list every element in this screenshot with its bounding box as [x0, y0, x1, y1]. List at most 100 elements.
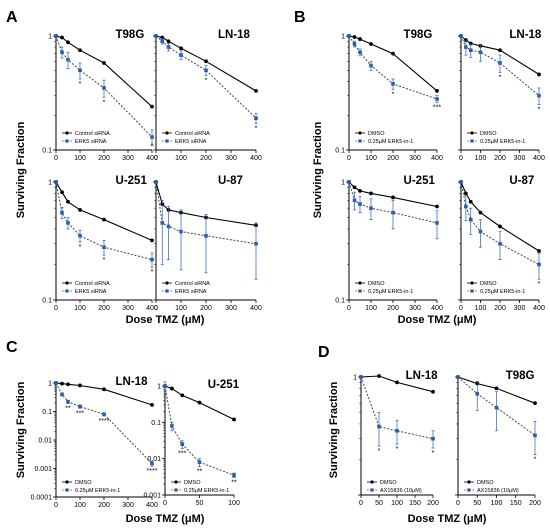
legend-marker [65, 139, 69, 143]
plot-c-u-251: 0 50 10010.10.010.001U-251*******DMSO0.25μ… [143, 379, 239, 507]
significance-label: ** [197, 469, 203, 476]
treatment-point [54, 34, 58, 38]
y-axis-title-b: Surviving Fraction [312, 121, 324, 218]
plot-title: U-251 [116, 175, 148, 187]
treatment-point [204, 233, 208, 238]
treatment-point [170, 424, 174, 428]
control-point [66, 199, 70, 204]
control-point [533, 401, 537, 406]
significance-label: * [499, 74, 502, 81]
control-line [457, 376, 536, 404]
treatment-point [369, 63, 373, 68]
significance-label: * [255, 126, 258, 133]
legend-marker [65, 131, 69, 135]
treatment-point [369, 206, 373, 210]
legend-marker [165, 139, 169, 143]
x-tick-label: 100 [175, 155, 187, 162]
control-point [395, 380, 399, 385]
legend-marker [358, 281, 362, 285]
legend-marker [370, 480, 374, 484]
plot-b-ln-18: 0 100 200 300 400 LN-18 * * DMSO 0.25μM ERK5-in-1 [458, 29, 545, 162]
treatment-point [475, 392, 480, 396]
plot-title: T98G [404, 29, 433, 41]
x-tick-label: 100 [74, 502, 86, 509]
x-tick-label: 400 [431, 305, 443, 312]
treatment-point [78, 404, 82, 409]
control-point [179, 46, 183, 51]
treatment-point [102, 412, 106, 417]
treatment-point [66, 399, 70, 404]
plot-title: LN-18 [406, 370, 439, 382]
y-tick-label: 0.1 [42, 409, 52, 416]
treatment-point [179, 53, 183, 57]
treatment-line [460, 35, 540, 96]
y-tick-label: 0.1 [42, 298, 52, 305]
x-tick-label: 0 [54, 305, 58, 312]
control-point [60, 190, 64, 195]
x-tick-label: 0 [347, 305, 351, 312]
control-point [180, 393, 185, 398]
treatment-point [464, 204, 468, 209]
y-tick-label: 1 [48, 180, 52, 187]
legend-marker [358, 139, 362, 143]
x-tick-label: 400 [146, 502, 158, 509]
treatment-point [537, 262, 541, 267]
x-axis-title-a: Dose TMZ (μM) [126, 314, 205, 326]
treatment-point [533, 433, 537, 438]
control-point [254, 88, 258, 93]
legend-label: 0.25μM ERK5-in-1 [368, 139, 413, 145]
x-tick-label: 100 [74, 305, 86, 312]
significance-label: * [151, 269, 154, 276]
control-point [494, 386, 499, 391]
x-tick-label: 400 [533, 305, 545, 312]
x-tick-label: 400 [533, 155, 545, 162]
x-tick-label: 0 [456, 500, 460, 507]
legend-label: 0.25μM ERK5-in-1 [184, 488, 229, 494]
legend-label: Control siRNA [75, 131, 110, 137]
treatment-point [459, 180, 463, 184]
significance-label: * [151, 143, 154, 150]
legend-label: AX15836 (10μM) [477, 488, 519, 494]
legend-marker [467, 480, 471, 484]
control-point [60, 35, 64, 40]
legend-marker [65, 281, 69, 285]
legend-label: DMSO [184, 480, 201, 486]
y-tick-label: 0.001 [34, 466, 52, 473]
treatment-line [457, 376, 536, 436]
legend-marker [165, 131, 169, 135]
significance-label: * [396, 446, 399, 453]
treatment-point [254, 241, 258, 246]
x-tick-label: 50 [196, 500, 204, 507]
plot-title: U-251 [404, 175, 436, 187]
plot-b-u-87: 0 100 200 300 400 U-87 * DMSO 0.25μM ERK5-in-1 [458, 175, 545, 312]
significance-label: * [103, 257, 106, 264]
control-point [66, 40, 70, 45]
significance-label: * [538, 281, 541, 288]
treatment-line [348, 181, 438, 224]
treatment-point [163, 384, 167, 388]
x-tick-label: 100 [475, 305, 487, 312]
x-tick-label: 0 [163, 500, 167, 507]
legend-label: Control siRNA [175, 131, 210, 137]
plot-title: T98G [116, 29, 145, 41]
y-tick-label: 0.1 [151, 420, 161, 427]
legend-marker [65, 488, 69, 492]
x-tick-label: 0 [54, 155, 58, 162]
treatment-point [478, 50, 483, 55]
treatment-point [478, 229, 483, 234]
plot-title: U-87 [509, 175, 534, 187]
control-point [232, 417, 236, 422]
significance-label: *** [178, 451, 186, 458]
control-point [358, 37, 362, 41]
treatment-point [459, 34, 463, 38]
plot-a-t98g: 0 100 200 300 400 1 0.1 T98G * * * Control siRNA ERK… [42, 29, 158, 162]
legend-label: DMSO [477, 480, 494, 486]
control-point [150, 238, 154, 243]
significance-label: **** [147, 468, 158, 475]
y-tick-label: 0.1 [42, 148, 52, 155]
x-tick-label: 200 [387, 155, 399, 162]
panel-letter-a: A [6, 9, 18, 26]
treatment-point [54, 180, 58, 184]
legend-marker [370, 488, 374, 492]
